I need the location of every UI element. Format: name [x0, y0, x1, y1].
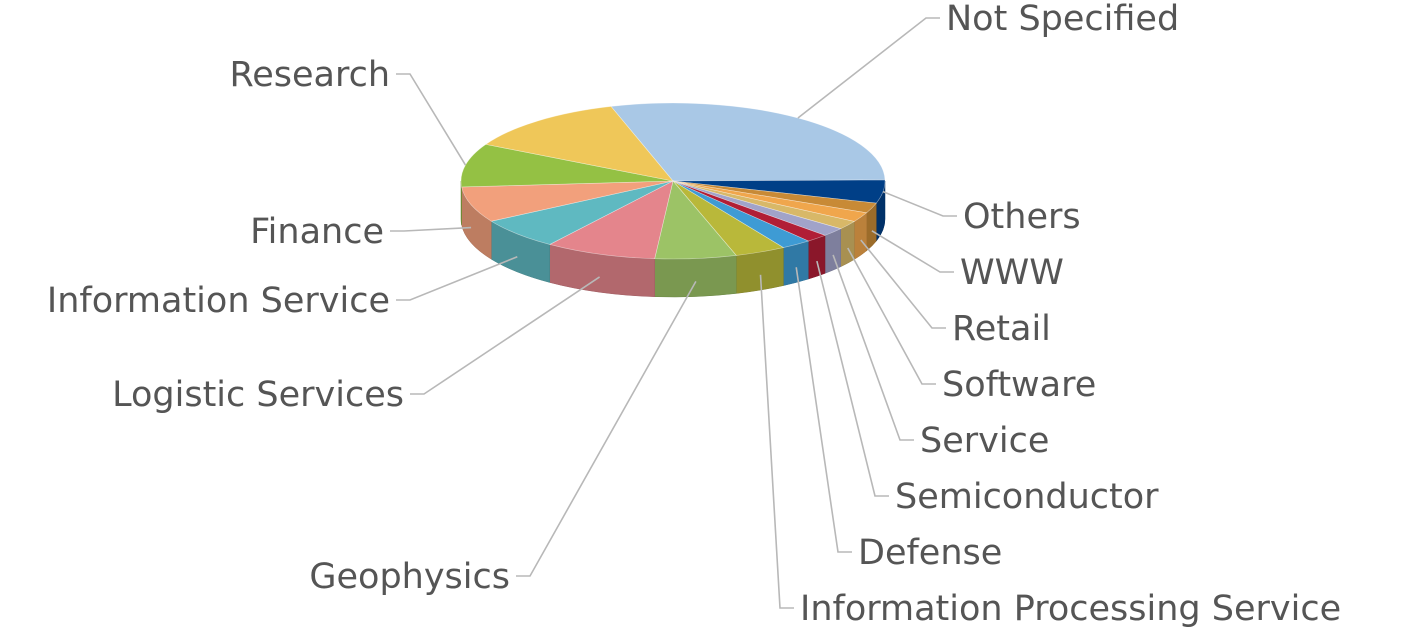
leader-line [396, 73, 467, 166]
leader-line [795, 267, 852, 553]
leader-line [396, 255, 518, 301]
pie-slice [610, 102, 886, 182]
slice-label: Information Processing Service [800, 589, 1341, 629]
slice-side [840, 221, 855, 268]
slice-side [824, 228, 841, 274]
leader-line [847, 247, 936, 385]
pie-slices [460, 102, 886, 260]
leader-line [759, 274, 794, 609]
slice-labels: Not Specified Others WWW Retail Software Serv… [47, 0, 1341, 629]
leader-line [860, 239, 946, 329]
slice-label: Information Service [47, 281, 390, 321]
slice-label: Research [229, 55, 390, 95]
leader-line [816, 260, 889, 497]
leader-lines [390, 17, 957, 609]
slice-label: Geophysics [309, 557, 510, 597]
leader-line [797, 17, 940, 119]
pie-slice [548, 180, 674, 260]
slice-label: Service [920, 421, 1049, 461]
leader-line [832, 254, 914, 441]
leader-line [410, 276, 601, 395]
pie-slice [461, 180, 674, 222]
slice-label: Retail [952, 309, 1051, 349]
leader-line [871, 230, 954, 273]
slice-label: Software [942, 365, 1096, 405]
slice-label: Logistic Services [112, 375, 404, 415]
slice-label: WWW [960, 253, 1064, 293]
slice-label: Others [963, 197, 1081, 237]
leader-line [390, 226, 472, 232]
slice-label: Semiconductor [895, 477, 1159, 517]
slice-label: Defense [858, 533, 1002, 573]
slice-label: Not Specified [946, 0, 1179, 39]
slice-side [783, 240, 809, 286]
slice-label: Finance [250, 212, 384, 252]
pie-slice [485, 106, 674, 182]
leader-line [516, 280, 697, 577]
slice-side [654, 255, 737, 298]
leader-line [882, 190, 957, 217]
slice-side [808, 235, 826, 280]
